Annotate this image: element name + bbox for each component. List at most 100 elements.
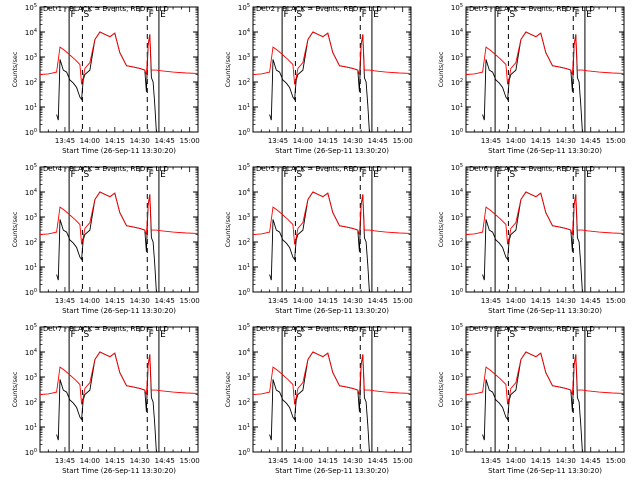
- y-tick-exponent: 5: [34, 323, 37, 329]
- y-tick-label: 102: [451, 78, 463, 87]
- y-tick-exponent: 3: [460, 213, 463, 219]
- x-tick-label: 15:00: [180, 297, 200, 305]
- flag-label: F: [71, 170, 76, 180]
- x-tick-label: 15:00: [606, 137, 626, 145]
- x-axis-label: Start Time (26-Sep-11 13:30:20): [62, 467, 176, 475]
- x-tick-label: 13:45: [55, 297, 75, 305]
- y-tick-exponent: 2: [460, 238, 463, 244]
- x-tick-label: 14:00: [293, 137, 313, 145]
- x-axis-label: Start Time (26-Sep-11 13:30:20): [275, 147, 389, 155]
- x-tick-label: 14:15: [318, 297, 338, 305]
- flag-label: F: [71, 10, 76, 20]
- panel-title: Det 9 - BLACK = Events, RED = LLD: [469, 325, 595, 333]
- y-tick-exponent: 2: [247, 78, 250, 84]
- x-tick-label: 14:15: [531, 457, 551, 465]
- x-tick-label: 14:15: [531, 137, 551, 145]
- y-tick-exponent: 4: [34, 348, 37, 354]
- flag-label: F: [71, 330, 76, 340]
- y-axis-label: Counts/sec: [11, 211, 19, 247]
- events-series-line: [482, 351, 583, 452]
- y-tick-label: 103: [25, 53, 37, 62]
- series-group: [253, 191, 411, 292]
- flag-label: F: [575, 330, 580, 340]
- lld-series-line: [253, 351, 411, 405]
- y-tick-label: 105: [451, 323, 463, 332]
- x-axis-label: Start Time (26-Sep-11 13:30:20): [488, 307, 602, 315]
- y-axis-label: Counts/sec: [224, 211, 232, 247]
- y-tick-exponent: 3: [247, 373, 250, 379]
- y-tick-exponent: 2: [460, 398, 463, 404]
- y-tick-exponent: 5: [247, 323, 250, 329]
- y-tick-exponent: 1: [460, 263, 463, 269]
- y-tick-label: 103: [25, 213, 37, 222]
- series-group: [40, 191, 198, 292]
- y-tick-exponent: 3: [460, 53, 463, 59]
- flag-label: S: [510, 170, 516, 180]
- y-tick-label: 102: [25, 398, 37, 407]
- x-tick-label: 14:45: [155, 297, 175, 305]
- x-tick-label: 14:30: [343, 457, 363, 465]
- x-tick-label: 14:00: [80, 457, 100, 465]
- x-axis-label: Start Time (26-Sep-11 13:30:20): [488, 467, 602, 475]
- plot-frame: [39, 326, 199, 453]
- y-tick-label: 100: [238, 128, 250, 137]
- y-tick-exponent: 4: [34, 188, 37, 194]
- y-tick-label: 101: [25, 423, 37, 432]
- y-tick-exponent: 4: [247, 28, 250, 34]
- y-tick-label: 100: [451, 448, 463, 457]
- y-tick-exponent: 1: [34, 423, 37, 429]
- series-group: [466, 191, 624, 292]
- y-tick-exponent: 5: [247, 3, 250, 9]
- flag-label: S: [510, 330, 516, 340]
- y-tick-label: 101: [451, 103, 463, 112]
- x-tick-label: 14:45: [581, 297, 601, 305]
- x-tick-label: 14:00: [80, 297, 100, 305]
- x-tick-label: 13:45: [268, 457, 288, 465]
- panel-title: Det 5 - BLACK = Events, RED = LLD: [256, 165, 382, 173]
- y-axis-label: Counts/sec: [224, 51, 232, 87]
- y-tick-exponent: 3: [247, 53, 250, 59]
- panel-title: Det 4 - BLACK = Events, RED = LLD: [43, 165, 169, 173]
- y-tick-exponent: 2: [34, 398, 37, 404]
- plot-frame: [465, 326, 625, 453]
- y-tick-label: 101: [238, 103, 250, 112]
- flag-label: F: [149, 330, 154, 340]
- y-tick-label: 103: [238, 373, 250, 382]
- x-axis-label: Start Time (26-Sep-11 13:30:20): [62, 147, 176, 155]
- y-tick-exponent: 2: [34, 238, 37, 244]
- y-tick-label: 105: [238, 163, 250, 172]
- y-tick-exponent: 0: [247, 128, 250, 134]
- lld-series-line: [40, 31, 198, 85]
- x-tick-label: 14:45: [368, 137, 388, 145]
- x-tick-label: 15:00: [606, 457, 626, 465]
- flag-label: E: [373, 170, 379, 180]
- y-tick-label: 101: [238, 423, 250, 432]
- y-tick-label: 100: [451, 288, 463, 297]
- x-tick-label: 14:45: [581, 137, 601, 145]
- x-tick-label: 14:45: [368, 297, 388, 305]
- y-tick-exponent: 0: [34, 128, 37, 134]
- flag-label: S: [297, 170, 303, 180]
- x-tick-label: 14:45: [368, 457, 388, 465]
- y-tick-exponent: 1: [34, 263, 37, 269]
- y-tick-label: 101: [451, 423, 463, 432]
- y-axis-label: Counts/sec: [11, 371, 19, 407]
- y-tick-label: 101: [25, 263, 37, 272]
- flag-label: S: [297, 330, 303, 340]
- y-tick-label: 102: [451, 398, 463, 407]
- y-tick-label: 100: [25, 128, 37, 137]
- x-tick-label: 14:15: [318, 137, 338, 145]
- series-group: [40, 351, 198, 452]
- flag-label: S: [297, 10, 303, 20]
